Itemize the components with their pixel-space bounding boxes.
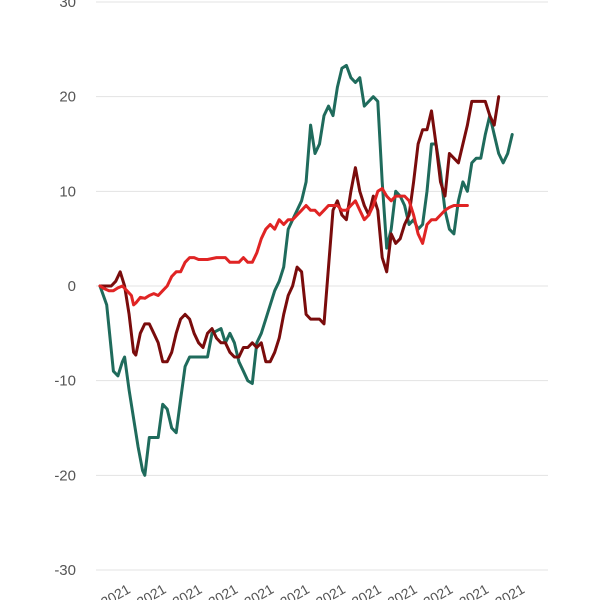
y-tick-label: 30 — [59, 0, 76, 11]
series-line-2 — [98, 95, 501, 364]
y-tick-label: -20 — [54, 467, 76, 484]
y-tick-label: -10 — [54, 373, 76, 390]
y-tick-label: -30 — [54, 562, 76, 579]
y-axis-tick-labels: 30 20 10 0 -10 -20 -30 — [54, 0, 76, 579]
series-lines — [98, 63, 514, 477]
y-tick-label: 20 — [59, 89, 76, 106]
series-line-3 — [98, 187, 469, 307]
x-axis-tick-labels: Jan 2021Feb 2021Mar 2021Apr 2021May 2021… — [75, 581, 527, 600]
y-tick-label: 0 — [68, 278, 76, 295]
gridlines — [96, 1, 548, 571]
series-line-1 — [98, 63, 514, 477]
x-tick-label: Jan 2021 — [75, 581, 133, 600]
y-tick-label: 10 — [59, 183, 76, 200]
